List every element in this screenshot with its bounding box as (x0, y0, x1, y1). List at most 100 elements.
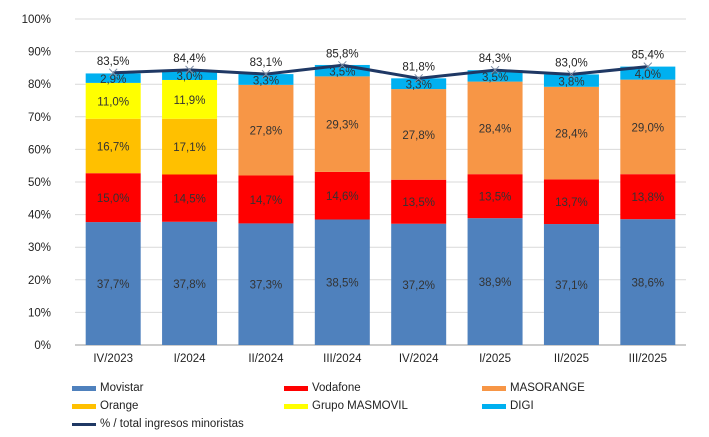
data-label: 11,9% (174, 95, 206, 107)
y-tick-label: 80% (28, 79, 51, 91)
data-label: 29,0% (632, 122, 665, 134)
data-label: 37,3% (250, 280, 283, 292)
data-label: 13,5% (479, 192, 512, 204)
line-marker (337, 60, 347, 70)
bar-segment-movistar (314, 219, 370, 345)
data-label: 38,5% (326, 278, 359, 290)
data-label: 37,7% (97, 279, 130, 291)
data-label: 3,0% (176, 71, 202, 83)
legend-item-masorange: MASORANGE (482, 382, 585, 394)
data-label: 37,1% (555, 280, 588, 292)
line-data-label: 84,3% (479, 53, 512, 65)
y-tick-label: 50% (28, 177, 51, 189)
y-tick-label: 10% (28, 307, 51, 319)
line-data-label: 85,8% (326, 48, 359, 60)
line-marker (185, 65, 194, 75)
bar-segment-movistar (543, 224, 599, 345)
bar-segment-masorange (314, 76, 370, 172)
bar-segment-movistar (620, 219, 676, 345)
x-tick-label: IV/2023 (93, 353, 133, 365)
legend-swatch-grupo-masmovil (284, 403, 308, 409)
x-tick-label: III/2024 (323, 353, 362, 365)
line-data-label: 85,4% (632, 50, 665, 62)
bar-segment-masorange (238, 84, 294, 176)
y-tick-label: 70% (28, 112, 51, 124)
legend-label: DIGI (510, 400, 534, 412)
data-label: 14,5% (173, 194, 206, 206)
bar-segment-digi (543, 74, 599, 87)
data-label: 13,5% (402, 197, 435, 209)
stacked-bar-chart: 0% 10% 20% 30% 40% 50% 60% 70% 80% 90% 100% IV/2023… (22, 14, 686, 365)
bar-segment-vodafone (543, 179, 599, 225)
legend-item-vodafone: Vodafone (284, 382, 361, 394)
y-tick-label: 90% (28, 47, 51, 59)
data-label: 38,9% (479, 277, 512, 289)
y-tick-label: 30% (28, 242, 51, 254)
data-label: 13,7% (555, 197, 588, 209)
bar-segment-grupo-masmovil (85, 82, 141, 119)
bar-segment-movistar (467, 218, 523, 345)
legend-swatch-digi (482, 403, 506, 409)
bar-segment-vodafone (238, 175, 294, 224)
data-label: 3,5% (329, 67, 355, 79)
bar-segment-vodafone (391, 179, 447, 224)
line-marker (490, 65, 500, 75)
line-data-label: 83,5% (97, 56, 130, 68)
data-label: 15,0% (97, 193, 130, 205)
bar-segment-grupo-masmovil (162, 79, 218, 119)
bar-segment-vodafone (620, 174, 676, 220)
y-tick-label: 100% (22, 14, 51, 26)
line-data-label: 83,0% (555, 57, 588, 69)
bar-segment-vodafone (467, 174, 523, 219)
bar-segment-movistar (85, 222, 141, 345)
legend-swatch-orange (72, 403, 96, 409)
line-data-label: 83,1% (250, 57, 283, 69)
data-label: 2,9% (100, 74, 126, 86)
legend-swatch-vodafone (284, 385, 308, 391)
data-label: 17,1% (173, 142, 206, 154)
data-label: 14,7% (250, 195, 283, 207)
bar-segment-digi (238, 74, 294, 85)
legend-swatch-masorange (482, 385, 506, 391)
x-tick-label: II/2025 (554, 353, 589, 365)
x-tick-label: II/2024 (248, 353, 284, 365)
data-label: 28,4% (555, 129, 588, 141)
data-label: 16,7% (97, 141, 130, 153)
bar-segment-vodafone (314, 171, 370, 220)
y-tick-label: 60% (28, 144, 51, 156)
line-data-label: 81,8% (402, 61, 435, 73)
bar-segment-vodafone (85, 173, 141, 223)
legend-label: Orange (100, 400, 139, 412)
data-label: 3,8% (558, 77, 584, 89)
bar-segment-masorange (543, 86, 599, 180)
bar-segment-movistar (238, 223, 294, 345)
line-marker (414, 73, 424, 83)
data-label: 13,8% (632, 192, 665, 204)
bar-segment-digi (620, 66, 676, 80)
legend-item-digi: DIGI (482, 400, 534, 412)
legend-swatch-movistar (72, 385, 96, 391)
data-label: 27,8% (402, 130, 435, 142)
data-label: 29,3% (326, 120, 359, 132)
line-marker (108, 68, 118, 78)
bar-segment-digi (467, 70, 523, 82)
line-marker (643, 62, 653, 71)
legend-swatch-line (72, 422, 96, 426)
bar-segment-movistar (162, 221, 218, 345)
y-tick-label: 0% (34, 340, 51, 352)
bar-segment-digi (391, 78, 447, 90)
bar-segment-movistar (391, 223, 447, 345)
legend-label: Movistar (100, 382, 144, 394)
data-label: 11,0% (97, 96, 129, 108)
line-data-label: 84,4% (173, 53, 206, 65)
line-series (113, 63, 648, 80)
bar-segment-digi (162, 70, 218, 80)
x-tick-label: I/2025 (479, 353, 511, 365)
data-label: 28,4% (479, 123, 512, 135)
bar-segment-masorange (467, 81, 523, 175)
x-tick-label: I/2024 (174, 353, 207, 365)
bar-segment-digi (85, 73, 141, 83)
data-label: 3,3% (253, 75, 279, 87)
data-label: 37,2% (402, 280, 435, 292)
legend-label: MASORANGE (510, 382, 585, 394)
